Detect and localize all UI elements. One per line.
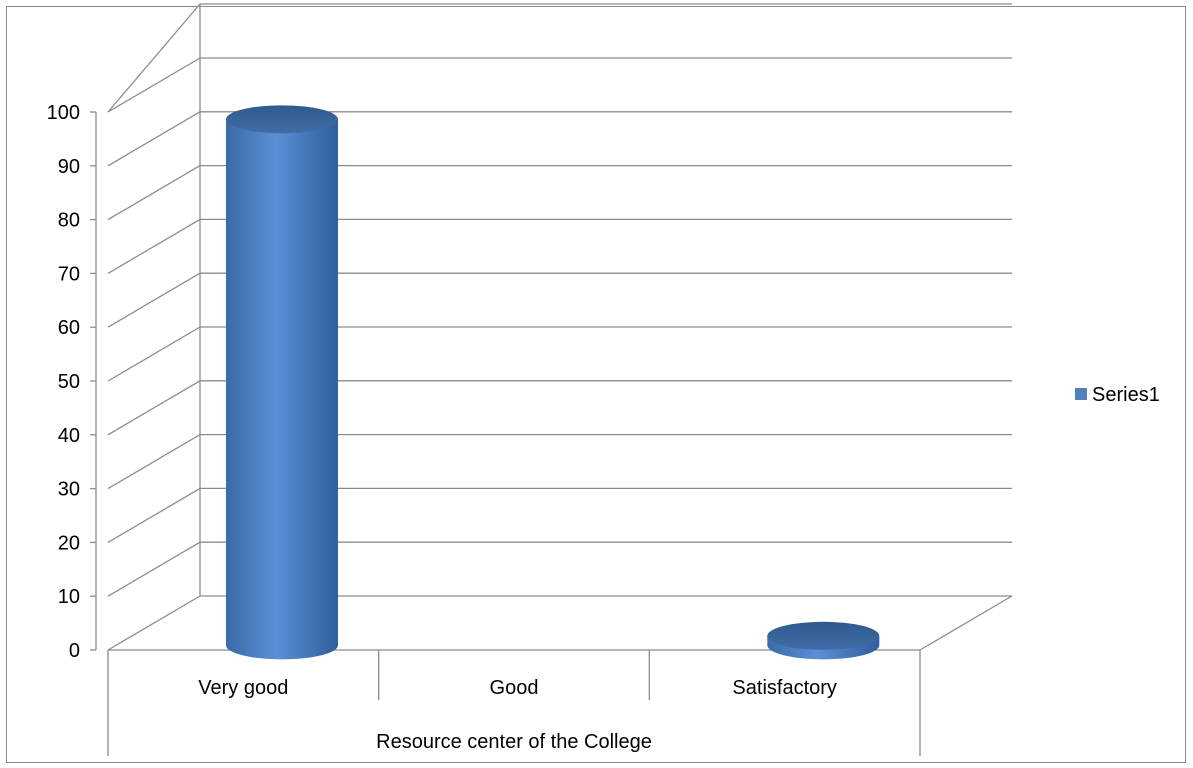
x-axis-categories: Very good Good Satisfactory bbox=[198, 677, 837, 699]
y-tick-label: 30 bbox=[58, 479, 80, 501]
bar-body bbox=[225, 119, 338, 660]
bars bbox=[225, 105, 880, 660]
x-category-label: Good bbox=[490, 677, 539, 699]
y-axis-ticks: 0 10 20 30 40 50 60 70 80 90 100 bbox=[47, 102, 80, 662]
y-tick-label: 0 bbox=[69, 640, 80, 662]
gridline-left-50 bbox=[107, 326, 201, 382]
gridline-left-90 bbox=[107, 111, 201, 167]
y-tick-label: 20 bbox=[58, 532, 80, 554]
gridline-left-100 bbox=[107, 57, 201, 113]
chart-area bbox=[6, 6, 1186, 763]
gridline-left-60 bbox=[107, 272, 201, 328]
y-tick-label: 50 bbox=[58, 371, 80, 393]
y-tick-label: 90 bbox=[58, 156, 80, 178]
gridline-left-10 bbox=[107, 541, 201, 597]
x-category-label: Satisfactory bbox=[732, 677, 836, 699]
legend-label-series1: Series1 bbox=[1092, 384, 1160, 406]
bar-top bbox=[225, 105, 338, 134]
gridline-left-30 bbox=[107, 434, 201, 490]
gridline-left-20 bbox=[107, 487, 201, 543]
bar-very-good bbox=[225, 105, 338, 660]
floor-right-edge bbox=[919, 595, 1013, 651]
legend-swatch-series1 bbox=[1075, 388, 1087, 400]
x-category-label: Very good bbox=[198, 677, 288, 699]
bar-satisfactory bbox=[767, 621, 880, 660]
gridline-left-80 bbox=[107, 165, 201, 221]
gridline-left-70 bbox=[107, 218, 201, 274]
x-axis-title: Resource center of the College bbox=[376, 731, 652, 753]
gridline-left-40 bbox=[107, 380, 201, 436]
y-tick-label: 80 bbox=[58, 210, 80, 232]
bar-top bbox=[767, 621, 880, 650]
legend: Series1 bbox=[1075, 384, 1160, 406]
wall-left-top-edge bbox=[107, 3, 201, 113]
y-tick-label: 100 bbox=[47, 102, 80, 124]
y-tick-label: 60 bbox=[58, 317, 80, 339]
y-tick-label: 40 bbox=[58, 425, 80, 447]
y-tick-label: 10 bbox=[58, 586, 80, 608]
y-tick-label: 70 bbox=[58, 263, 80, 285]
gridline-left-0 bbox=[107, 595, 201, 651]
